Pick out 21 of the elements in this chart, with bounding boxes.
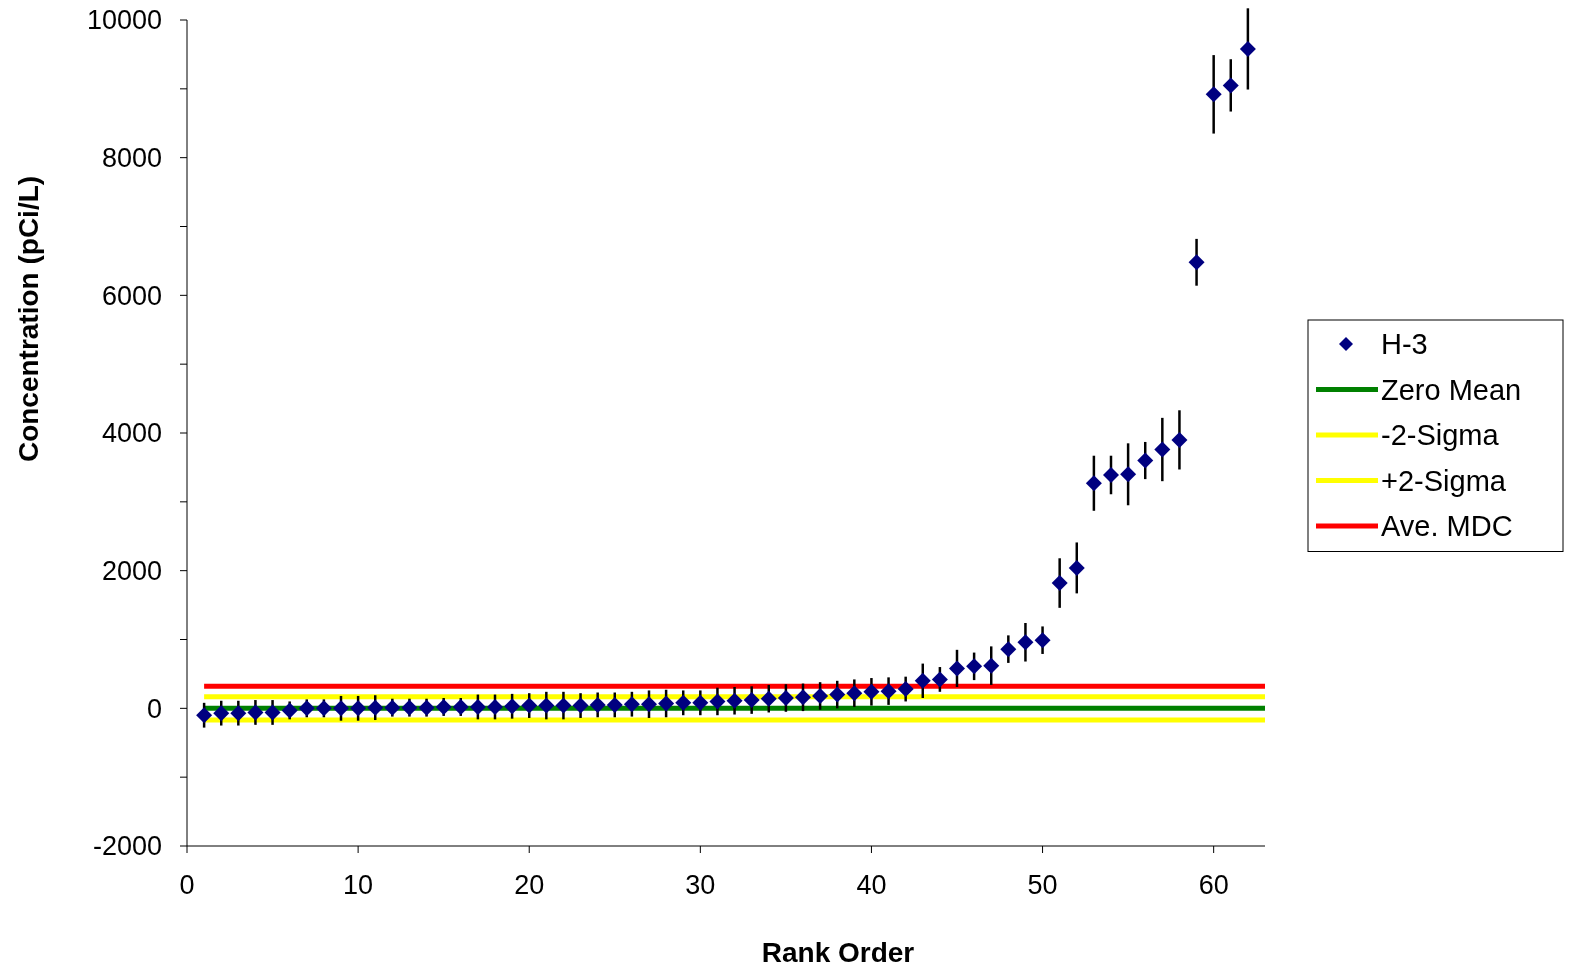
legend-label: +2-Sigma	[1381, 464, 1507, 497]
y-tick-label: 4000	[101, 418, 162, 449]
y-tick-label: 8000	[101, 143, 162, 174]
x-tick-label: 20	[514, 870, 545, 900]
legend-label: Zero Mean	[1381, 373, 1522, 406]
x-tick-label: 30	[685, 870, 716, 900]
y-tick-label: 6000	[101, 280, 162, 311]
legend-label: Ave. MDC	[1381, 510, 1513, 543]
y-axis-title: Concentration (pCi/L)	[13, 175, 44, 463]
x-tick-label: 60	[1198, 870, 1229, 900]
x-axis-title: Rank Order	[761, 937, 915, 968]
x-tick-label: 0	[179, 870, 195, 900]
legend-label: -2-Sigma	[1381, 419, 1500, 452]
y-tick-label: 2000	[101, 556, 162, 587]
x-tick-label: 10	[343, 870, 374, 900]
y-tick-label: 0	[146, 693, 162, 724]
x-tick-label: 50	[1027, 870, 1058, 900]
legend-label: H-3	[1381, 328, 1428, 361]
x-tick-label: 40	[856, 870, 887, 900]
y-tick-label: -2000	[92, 831, 162, 862]
y-tick-label: 10000	[86, 5, 162, 36]
